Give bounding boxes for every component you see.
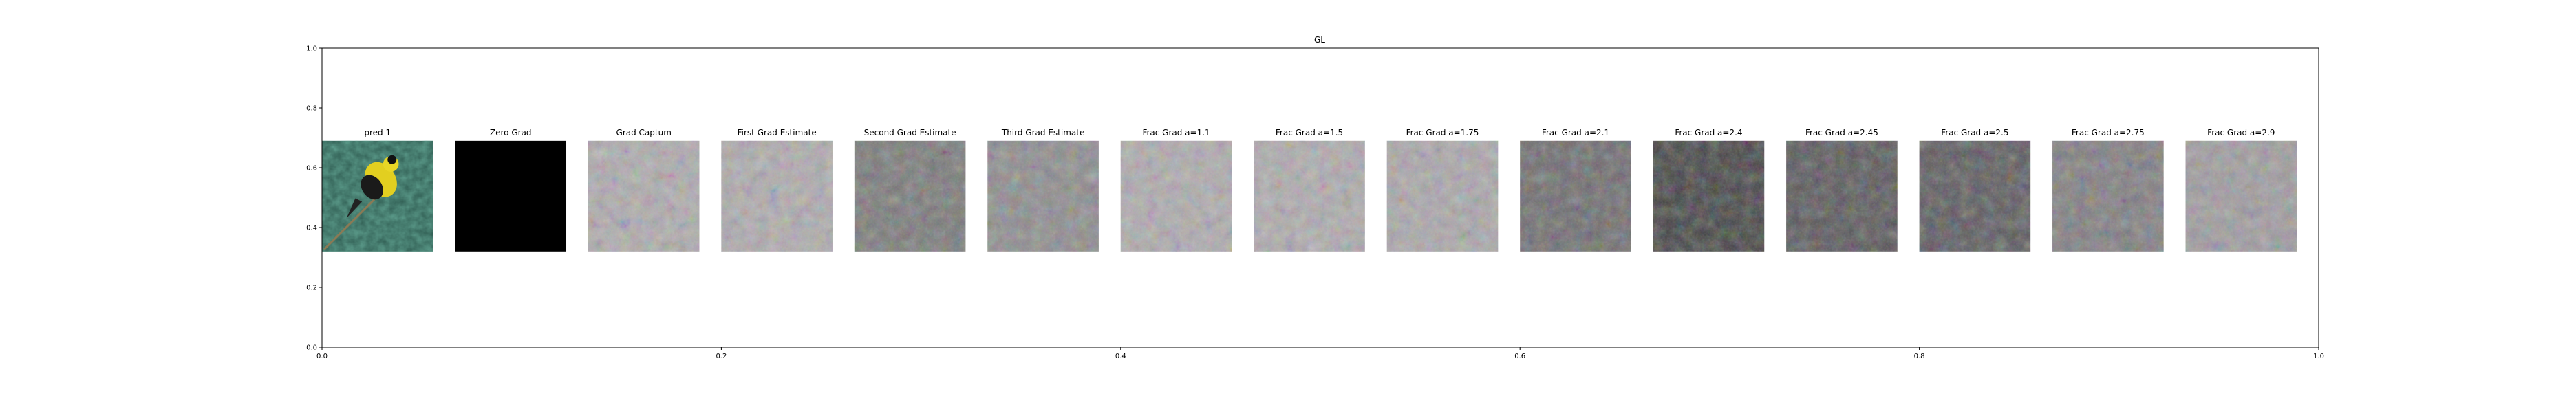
chart-title: GL bbox=[1314, 35, 1325, 45]
panel-title: Frac Grad a=2.45 bbox=[1805, 128, 1878, 138]
panel-grain bbox=[2185, 140, 2297, 252]
x-tick-label: 1.0 bbox=[2313, 353, 2324, 360]
panel-grain bbox=[2052, 140, 2164, 252]
image-panel: Frac Grad a=2.4 bbox=[1653, 128, 1765, 252]
y-axis: 0.0 0.2 0.4 0.6 0.8 1.0 bbox=[306, 45, 322, 352]
image-panels: pred 1 Zero Grad Grad Captum First Grad Est… bbox=[322, 128, 2297, 252]
photo-bird-cap bbox=[387, 155, 397, 164]
panel-title: Frac Grad a=1.75 bbox=[1406, 128, 1479, 138]
panel-grain bbox=[1386, 140, 1499, 252]
x-tick-label: 0.4 bbox=[1115, 353, 1126, 360]
image-panel: Second Grad Estimate bbox=[854, 128, 966, 252]
panel-grain bbox=[1919, 140, 2031, 252]
x-tick-label: 0.6 bbox=[1514, 353, 1525, 360]
y-tick-label: 0.8 bbox=[306, 105, 317, 113]
image-panel: Frac Grad a=1.75 bbox=[1386, 128, 1499, 252]
panel-title: Third Grad Estimate bbox=[1001, 128, 1084, 138]
image-panel: Frac Grad a=1.1 bbox=[1120, 128, 1232, 252]
image-panel: Grad Captum bbox=[588, 128, 700, 252]
image-panel: Third Grad Estimate bbox=[987, 128, 1099, 252]
panel-title: Frac Grad a=1.1 bbox=[1142, 128, 1210, 138]
photo-branch bbox=[323, 190, 384, 250]
photo-bird-wing bbox=[361, 175, 383, 200]
axes-frame bbox=[321, 47, 2319, 348]
panel-title: First Grad Estimate bbox=[738, 128, 817, 138]
x-tick-label: 0.8 bbox=[1914, 353, 1925, 360]
image-panel: First Grad Estimate bbox=[721, 128, 833, 252]
panel-grain bbox=[987, 140, 1099, 252]
y-tick-label: 0.0 bbox=[306, 344, 317, 352]
panel-title: Frac Grad a=1.5 bbox=[1276, 128, 1343, 138]
y-tick-label: 1.0 bbox=[306, 45, 317, 53]
photo-bird-tail bbox=[346, 198, 363, 219]
panel-grain bbox=[1120, 140, 1232, 252]
y-tick-label: 0.6 bbox=[306, 165, 317, 173]
image-panel: Zero Grad bbox=[455, 128, 567, 252]
y-tick-label: 0.2 bbox=[306, 285, 317, 292]
image-panel: Frac Grad a=2.5 bbox=[1919, 128, 2031, 252]
x-tick-label: 0.2 bbox=[716, 353, 727, 360]
panel-grain bbox=[1520, 140, 1631, 252]
panel-title: Frac Grad a=2.5 bbox=[1941, 128, 2008, 138]
panel-title: Frac Grad a=2.9 bbox=[2207, 128, 2275, 138]
panel-grain bbox=[854, 140, 966, 252]
panel-grain bbox=[1653, 140, 1765, 252]
image-panel: Frac Grad a=2.45 bbox=[1786, 128, 1898, 252]
image-panel: Frac Grad a=2.1 bbox=[1520, 128, 1631, 252]
panel-title: Frac Grad a=2.4 bbox=[1675, 128, 1742, 138]
panel-title: Frac Grad a=2.75 bbox=[2072, 128, 2145, 138]
x-tick-label: 0.0 bbox=[316, 353, 328, 360]
x-axis: 0.0 0.2 0.4 0.6 0.8 1.0 bbox=[316, 347, 2324, 360]
panel-grain bbox=[721, 140, 833, 252]
image-panel: pred 1 bbox=[322, 128, 433, 252]
panel-title: Zero Grad bbox=[490, 128, 532, 138]
panel-title: Second Grad Estimate bbox=[864, 128, 956, 138]
panel-title: Frac Grad a=2.1 bbox=[1542, 128, 1609, 138]
panel-image bbox=[455, 140, 567, 252]
panel-grain bbox=[1254, 140, 1365, 252]
image-panel: Frac Grad a=2.9 bbox=[2185, 128, 2297, 252]
image-panel: Frac Grad a=2.75 bbox=[2052, 128, 2164, 252]
panel-title: pred 1 bbox=[364, 128, 391, 138]
panel-title: Grad Captum bbox=[616, 128, 672, 138]
panel-grain bbox=[588, 140, 700, 252]
panel-grain bbox=[1786, 140, 1898, 252]
y-tick-label: 0.4 bbox=[306, 225, 317, 232]
image-panel: Frac Grad a=1.5 bbox=[1254, 128, 1365, 252]
